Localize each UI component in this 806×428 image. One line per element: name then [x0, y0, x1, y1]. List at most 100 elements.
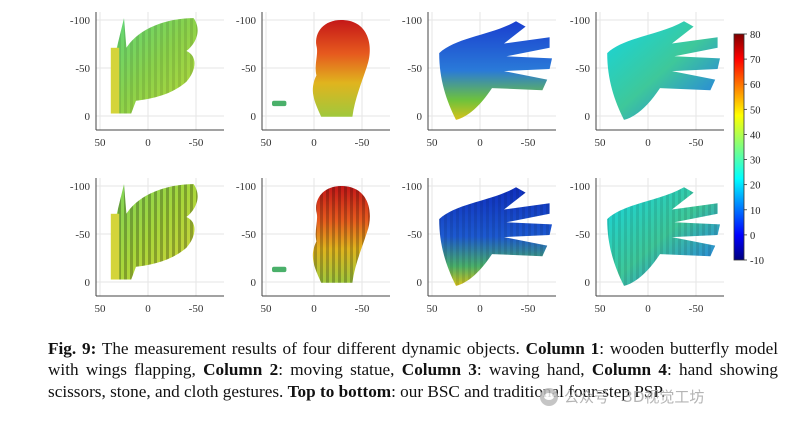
y-tick-label: -100: [236, 181, 257, 193]
y-tick-label: -50: [241, 229, 256, 241]
y-tick-label: 0: [585, 277, 591, 289]
caption-bold-column-4: Column 4: [591, 360, 667, 380]
colorbar: [733, 33, 745, 261]
y-tick-label: -100: [236, 15, 257, 27]
statue-fragment: [272, 100, 287, 107]
x-tick-label: 50: [595, 303, 607, 315]
object-hand-cloth: [607, 187, 720, 286]
colorbar-tick-label: 80: [750, 30, 761, 41]
x-tick-label: -50: [355, 137, 370, 149]
y-tick-label: -50: [75, 229, 90, 241]
colorbar-tick-label: 20: [750, 181, 761, 192]
y-tick-label: -100: [70, 15, 91, 27]
panel-r0-c1: -100 -50 0 50 0 -50: [236, 12, 390, 149]
y-tick-label: -50: [407, 229, 422, 241]
y-tick-label: 0: [251, 277, 257, 289]
colorbar-tick-label: 60: [750, 80, 761, 91]
panel-r0-c3: -100 -50 0 50 0 -50: [570, 12, 724, 149]
caption-text-4: : waving hand,: [476, 360, 592, 380]
y-tick-label: -100: [402, 181, 423, 193]
x-tick-label: 0: [477, 303, 483, 315]
colorbar-tick-label: 0: [750, 231, 755, 242]
colorbar-tick-label: 50: [750, 105, 761, 116]
caption-text-1: The measurement results of four differen…: [96, 339, 526, 358]
x-tick-label: 0: [645, 303, 651, 315]
y-tick-label: 0: [417, 111, 423, 123]
y-tick-label: 0: [585, 111, 591, 123]
x-tick-label: -50: [189, 303, 204, 315]
butterfly-body: [110, 213, 120, 280]
y-tick-label: -50: [75, 63, 90, 75]
panel-r1-c2: -100 -50 0 50 0 -50: [402, 178, 556, 315]
object-statue: [272, 20, 370, 117]
x-tick-label: 50: [427, 137, 439, 149]
hand-surface: [607, 21, 720, 120]
x-tick-label: 50: [427, 303, 439, 315]
colorbar-tick-label: 70: [750, 55, 761, 66]
object-hand-cloth: [607, 21, 720, 120]
x-tick-label: 0: [311, 137, 317, 149]
object-statue: [272, 186, 370, 283]
object-hand-scissors: [439, 21, 552, 120]
x-tick-label: 0: [145, 137, 151, 149]
fringe-stripes: [112, 18, 198, 114]
fringe-stripes: [607, 187, 720, 286]
x-tick-label: -50: [521, 137, 536, 149]
colorbar-tick-label: -10: [750, 256, 764, 267]
caption-text-6: : our BSC and traditional four-step PSP.: [391, 381, 666, 401]
caption-text-2: : wooden butterfly model with wings flap…: [48, 339, 779, 380]
x-tick-label: 50: [595, 137, 607, 149]
object-butterfly: [110, 184, 198, 280]
x-tick-label: 0: [145, 303, 151, 315]
colorbar-tick-label: 10: [750, 206, 761, 217]
y-tick-label: -50: [241, 63, 256, 75]
x-tick-label: 50: [261, 137, 273, 149]
y-tick-label: 0: [417, 277, 423, 289]
panel-r1-c0: -100 -50 0 50 0 -50: [70, 178, 224, 315]
y-tick-label: 0: [251, 111, 257, 123]
y-tick-label: 0: [85, 111, 91, 123]
y-tick-label: -100: [402, 15, 423, 27]
x-tick-label: -50: [521, 303, 536, 315]
x-tick-label: 0: [311, 303, 317, 315]
y-tick-label: -50: [407, 63, 422, 75]
x-tick-label: 50: [261, 303, 273, 315]
x-tick-label: -50: [355, 303, 370, 315]
y-tick-label: -50: [575, 229, 590, 241]
butterfly-body: [110, 47, 120, 114]
caption-label: Fig. 9:: [48, 339, 97, 358]
x-tick-label: 0: [477, 137, 483, 149]
caption-text-3: : moving statue,: [278, 360, 402, 380]
caption-bold-top-to-bottom: Top to bottom: [287, 381, 392, 401]
y-tick-label: -100: [570, 15, 591, 27]
x-tick-label: -50: [689, 137, 704, 149]
panel-r0-c0: -100 -50 0 50 0 -50: [70, 12, 224, 149]
panel-r1-c3: -100 -50 0 50 0 -50: [570, 178, 724, 315]
y-tick-label: 0: [85, 277, 91, 289]
object-hand-scissors: [439, 187, 552, 286]
fringe-stripes: [312, 186, 370, 283]
figure-caption: Fig. 9: The measurement results of four …: [48, 338, 778, 402]
fringe-stripes: [439, 187, 552, 286]
y-tick-label: -100: [570, 181, 591, 193]
caption-text-5: : hand showing scissors, stone, and clot…: [48, 360, 778, 401]
y-tick-label: -100: [70, 181, 91, 193]
x-tick-label: -50: [189, 137, 204, 149]
hand-surface: [439, 21, 552, 120]
colorbar-tick-label: 30: [750, 156, 761, 167]
statue-surface: [312, 20, 370, 117]
caption-bold-column-2: Column 2: [203, 360, 279, 380]
caption-bold-column-3: Column 3: [401, 360, 477, 380]
statue-fragment: [272, 266, 287, 273]
fringe-stripes: [112, 184, 198, 280]
panel-r0-c2: -100 -50 0 50 0 -50: [402, 12, 556, 149]
caption-bold-column-1: Column 1: [525, 339, 600, 358]
object-butterfly: [110, 18, 198, 114]
x-tick-label: 50: [95, 137, 107, 149]
panel-r1-c1: -100 -50 0 50 0 -50: [236, 178, 390, 315]
x-tick-label: 50: [95, 303, 107, 315]
x-tick-label: 0: [645, 137, 651, 149]
x-tick-label: -50: [689, 303, 704, 315]
colorbar-tick-label: 40: [750, 130, 761, 141]
